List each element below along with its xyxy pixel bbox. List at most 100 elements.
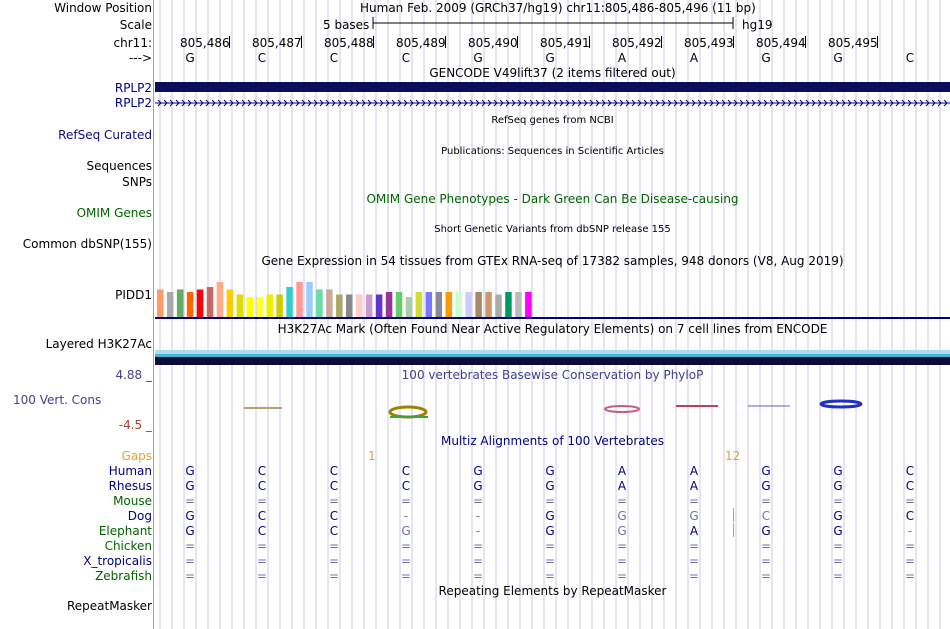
alignment-base: G (473, 464, 483, 478)
strand-chevron (913, 99, 918, 107)
gtex-gene-label[interactable]: PIDD1 (115, 288, 152, 302)
strand-chevron (877, 99, 882, 107)
gtex-tissue-bar[interactable] (365, 294, 373, 318)
repeatmasker-label[interactable]: RepeatMasker (66, 599, 152, 613)
ruler-position: 805,495 (828, 36, 878, 50)
strand-chevron (403, 99, 408, 107)
alignment-base: A (689, 479, 699, 493)
gtex-tissue-bar[interactable] (286, 287, 293, 317)
gene-exon-rplp2[interactable] (155, 82, 950, 92)
dbsnp-track-title: Short Genetic Variants from dbSNP releas… (434, 224, 671, 235)
gtex-tissue-bar[interactable] (346, 294, 353, 318)
strand-chevron (367, 99, 372, 107)
gtex-tissue-bar[interactable] (166, 292, 174, 317)
species-label[interactable]: X_tropicalis (83, 554, 152, 568)
species-label[interactable]: Mouse (113, 494, 152, 508)
gtex-tissue-bar[interactable] (485, 292, 492, 317)
gtex-tissue-bar[interactable] (505, 292, 512, 317)
gtex-tissue-bar[interactable] (495, 294, 502, 318)
gtex-tissue-bar[interactable] (445, 292, 453, 317)
strand-chevron (385, 99, 390, 107)
gtex-tissue-bar[interactable] (176, 289, 184, 318)
ruler-position: 805,488 (324, 36, 374, 50)
multiz-track-title: Multiz Alignments of 100 Vertebrates (440, 434, 665, 448)
strand-chevron (265, 99, 270, 107)
gtex-tissue-bar[interactable] (306, 282, 313, 317)
repeatmasker-track-title: Repeating Elements by RepeatMasker (438, 584, 667, 598)
species-label[interactable]: Dog (127, 509, 152, 523)
gtex-tissue-bar[interactable] (336, 294, 343, 318)
strand-chevron (673, 99, 678, 107)
gtex-tissue-bar[interactable] (355, 294, 363, 318)
gtex-tissue-bar[interactable] (296, 282, 303, 317)
gtex-tissue-bar[interactable] (206, 287, 214, 317)
ruler-tick (877, 36, 878, 48)
strand-chevron (643, 99, 648, 107)
gtex-tissue-bar[interactable] (256, 297, 263, 317)
gtex-tissue-bar[interactable] (196, 289, 204, 318)
species-label[interactable]: Chicken (104, 539, 152, 553)
gtex-tissue-bar[interactable] (316, 289, 323, 318)
strand-chevron (619, 99, 624, 107)
gtex-tissue-bar[interactable] (465, 292, 472, 317)
refseq-curated-label[interactable]: RefSeq Curated (58, 128, 152, 142)
gtex-tissue-bar[interactable] (186, 292, 194, 317)
ruler-position: 805,486 (180, 36, 230, 50)
alignment-base: = (760, 569, 772, 583)
gtex-tissue-bar[interactable] (276, 294, 283, 318)
sequences-label[interactable]: Sequences (86, 159, 152, 173)
alignment-base: G (617, 509, 627, 523)
alignment-base: C (257, 479, 267, 493)
strand-chevron (337, 99, 342, 107)
vert-cons-label[interactable]: 100 Vert. Cons (13, 393, 102, 407)
gtex-tissue-bar[interactable] (515, 292, 522, 317)
strand-chevron (169, 99, 174, 107)
gtex-tissue-bar[interactable] (326, 289, 333, 318)
ruler-tick (517, 36, 518, 48)
gtex-tissue-bar[interactable] (266, 294, 273, 318)
h3k27ac-label[interactable]: Layered H3K27Ac (45, 337, 152, 351)
species-label[interactable]: Human (108, 464, 152, 478)
species-label[interactable]: Rhesus (108, 479, 152, 493)
strand-chevron (733, 99, 738, 107)
gtex-tissue-bar[interactable] (236, 294, 244, 318)
strand-chevron (211, 99, 216, 107)
gtex-tissue-bar[interactable] (216, 282, 224, 317)
species-label[interactable]: Elephant (98, 524, 152, 538)
dbsnp-label[interactable]: Common dbSNP(155) (22, 237, 152, 251)
strand-chevron (595, 99, 600, 107)
gtex-tissue-bar[interactable] (385, 292, 393, 317)
gtex-tissue-bar[interactable] (415, 292, 423, 317)
gtex-tissue-bar[interactable] (375, 294, 383, 318)
alignment-base: G (617, 524, 627, 538)
strand-chevron (295, 99, 300, 107)
gtex-tissue-bar[interactable] (226, 289, 234, 318)
snps-label[interactable]: SNPs (122, 175, 152, 189)
reference-base: G (185, 51, 195, 65)
strand-chevron (229, 99, 234, 107)
ruler-tick (373, 36, 374, 48)
gtex-tissue-bar[interactable] (405, 297, 413, 317)
gtex-tissue-bar[interactable] (425, 292, 433, 317)
alignment-base: G (545, 464, 555, 478)
gene-intron-rplp2[interactable] (0, 0, 950, 110)
strand-chevron (943, 99, 948, 107)
gene-label-rplp2-2[interactable]: RPLP2 (114, 96, 152, 110)
gtex-tissue-bar[interactable] (246, 297, 254, 317)
gtex-tissue-bar[interactable] (157, 289, 164, 318)
alignment-base: G (689, 509, 699, 523)
gtex-tissue-bar[interactable] (525, 292, 532, 317)
gtex-tissue-bar[interactable] (455, 292, 462, 317)
gtex-tissue-bar[interactable] (435, 292, 443, 317)
species-label[interactable]: Zebrafish (95, 569, 152, 583)
pubs-track-title: Publications: Sequences in Scientific Ar… (441, 146, 664, 157)
strand-chevron (223, 99, 228, 107)
strand-chevron (781, 99, 786, 107)
gene-label-rplp2-1[interactable]: RPLP2 (114, 81, 152, 95)
gtex-tissue-bar[interactable] (475, 292, 482, 317)
gtex-tissue-bar[interactable] (395, 292, 403, 317)
alignment-base: G (185, 524, 195, 538)
omim-genes-label[interactable]: OMIM Genes (76, 206, 152, 220)
